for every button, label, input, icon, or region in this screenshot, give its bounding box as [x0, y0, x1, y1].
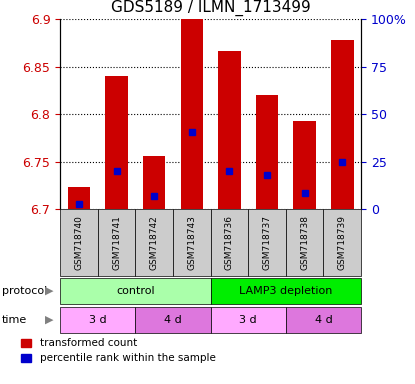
Bar — [256, 95, 278, 209]
Text: GSM718738: GSM718738 — [300, 215, 309, 270]
Text: 3 d: 3 d — [239, 314, 257, 325]
Bar — [293, 121, 316, 209]
Text: protocol: protocol — [2, 286, 47, 296]
Bar — [323, 209, 361, 276]
Text: LAMP3 depletion: LAMP3 depletion — [239, 286, 332, 296]
Text: GSM718740: GSM718740 — [74, 215, 83, 270]
Bar — [218, 51, 241, 209]
Bar — [181, 19, 203, 209]
Text: GSM718739: GSM718739 — [338, 215, 347, 270]
Text: 3 d: 3 d — [89, 314, 107, 325]
Bar — [248, 209, 286, 276]
Title: GDS5189 / ILMN_1713499: GDS5189 / ILMN_1713499 — [111, 0, 310, 17]
Bar — [135, 307, 210, 333]
Bar — [98, 209, 135, 276]
Bar — [211, 209, 248, 276]
Bar — [211, 307, 286, 333]
Text: ▶: ▶ — [46, 314, 54, 325]
Bar — [286, 307, 361, 333]
Bar — [105, 76, 128, 209]
Text: 4 d: 4 d — [164, 314, 182, 325]
Bar — [173, 209, 211, 276]
Bar — [211, 278, 361, 304]
Bar — [60, 209, 98, 276]
Bar — [135, 209, 173, 276]
Text: control: control — [116, 286, 155, 296]
Text: GSM718743: GSM718743 — [187, 215, 196, 270]
Text: 4 d: 4 d — [315, 314, 332, 325]
Legend: transformed count, percentile rank within the sample: transformed count, percentile rank withi… — [17, 334, 220, 367]
Text: GSM718737: GSM718737 — [263, 215, 271, 270]
Text: GSM718741: GSM718741 — [112, 215, 121, 270]
Bar — [60, 278, 211, 304]
Bar — [143, 156, 166, 209]
Bar — [331, 40, 354, 209]
Bar — [286, 209, 323, 276]
Text: time: time — [2, 314, 27, 325]
Text: GSM718742: GSM718742 — [150, 215, 159, 270]
Text: GSM718736: GSM718736 — [225, 215, 234, 270]
Bar — [60, 307, 135, 333]
Text: ▶: ▶ — [46, 286, 54, 296]
Bar — [68, 187, 90, 209]
